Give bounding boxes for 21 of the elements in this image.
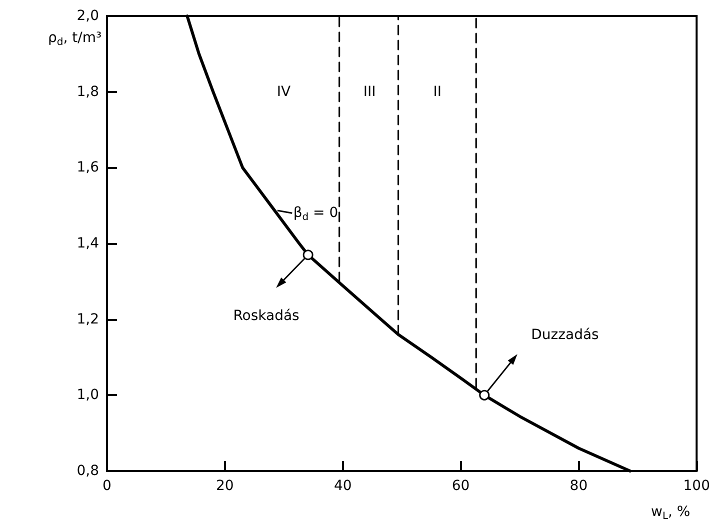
annotation: Duzzadás (531, 326, 599, 342)
x-tick-label: 80 (570, 478, 588, 494)
x-tick-label: 100 (683, 478, 710, 494)
y-tick-label: 1,0 (76, 387, 99, 404)
y-tick-label: 1,4 (76, 236, 100, 252)
x-tick-label: 20 (216, 478, 234, 494)
y-tick-label: 2,0 (76, 8, 99, 24)
x-axis-title: w$_{L}$, % (651, 504, 690, 522)
x-tick-label: 0 (102, 478, 112, 494)
annotation: III (363, 84, 376, 100)
annotation: Roskadás (233, 308, 300, 324)
x-tick-label: 60 (452, 478, 470, 494)
annotation: II (433, 84, 442, 100)
y-tick-label: 1,8 (76, 84, 99, 100)
annotation: IV (276, 84, 291, 100)
y-tick-label: 0,8 (76, 463, 99, 479)
y-axis-title: ρ$_{d}$, t/m³ (48, 30, 102, 48)
annotation: β$_{d}$ = 0 (293, 205, 338, 224)
y-tick-label: 1,2 (76, 311, 99, 328)
y-tick-label: 1,6 (76, 160, 100, 176)
x-tick-label: 40 (334, 478, 352, 494)
